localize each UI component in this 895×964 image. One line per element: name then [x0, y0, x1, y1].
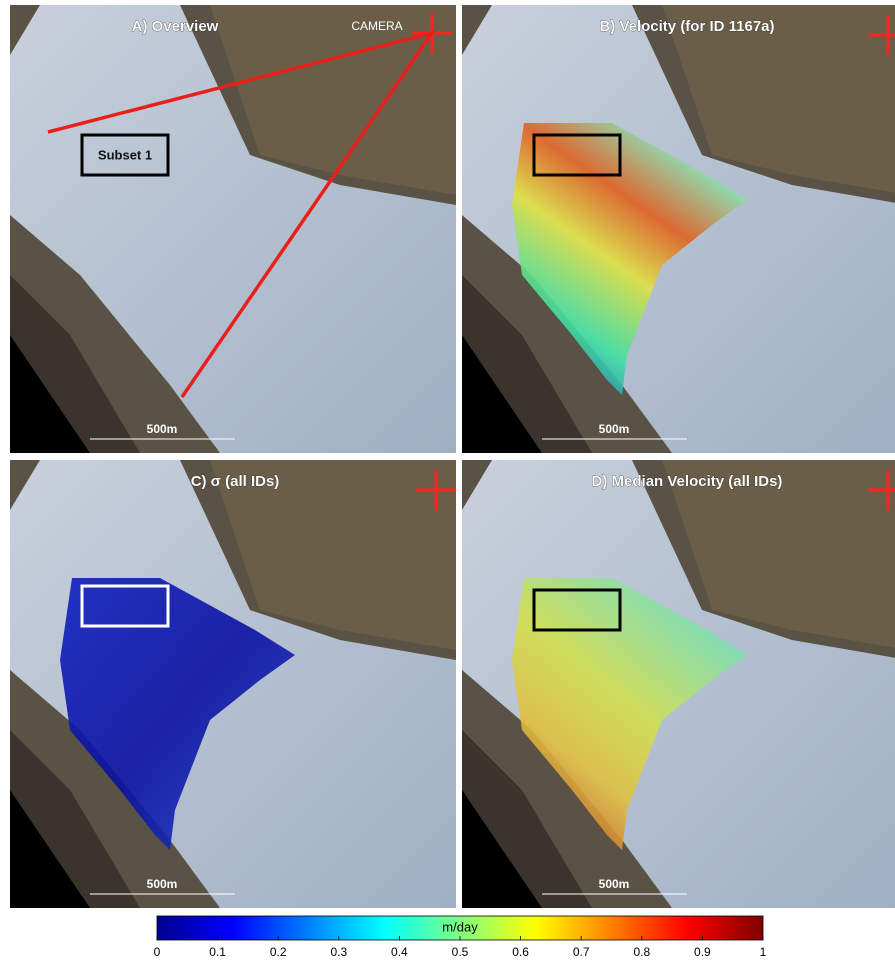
- subset-label: Subset 1: [98, 147, 152, 162]
- scale-label: 500m: [147, 422, 178, 436]
- map-panel: 500m D) Median Velocity (all IDs): [462, 460, 895, 908]
- map-content: 500m D) Median Velocity (all IDs): [462, 460, 895, 908]
- colorbar-tick-label: 0.3: [330, 945, 347, 959]
- map-content: 500m A) Overview CAMERA Subset 1: [10, 5, 456, 453]
- colorbar-tick-label: 0.5: [452, 945, 469, 959]
- panel-title: D) Median Velocity (all IDs): [592, 473, 783, 490]
- map-panel: 500m C) σ (all IDs): [10, 460, 456, 908]
- map-content: 500m B) Velocity (for ID 1167a): [462, 5, 895, 453]
- colorbar-tick-label: 0.6: [512, 945, 529, 959]
- colorbar-tick-label: 0: [154, 945, 161, 959]
- scale-label: 500m: [147, 877, 178, 891]
- colorbar-tick-label: 0.1: [209, 945, 226, 959]
- map-content: 500m C) σ (all IDs): [10, 460, 456, 908]
- colorbar-tick-label: 0.9: [694, 945, 711, 959]
- colorbar-tick-label: 0.8: [633, 945, 650, 959]
- map-panel: 500m B) Velocity (for ID 1167a): [462, 5, 895, 453]
- scale-label: 500m: [599, 877, 630, 891]
- colorbar-label: m/day: [442, 919, 478, 934]
- colorbar-tick-label: 1: [760, 945, 767, 959]
- scale-label: 500m: [599, 422, 630, 436]
- camera-label: CAMERA: [351, 19, 402, 33]
- colorbar-tick-label: 0.7: [573, 945, 590, 959]
- colorbar-tick-label: 0.4: [391, 945, 408, 959]
- panel-title: B) Velocity (for ID 1167a): [599, 18, 774, 35]
- colorbar-tick-label: 0.2: [270, 945, 287, 959]
- map-panel: 500m A) Overview CAMERA Subset 1: [10, 5, 456, 453]
- panel-title: A) Overview: [132, 18, 219, 35]
- figure: 500m A) Overview CAMERA Subset 1 500m B) Velo…: [0, 0, 895, 964]
- panel-title: C) σ (all IDs): [191, 473, 280, 490]
